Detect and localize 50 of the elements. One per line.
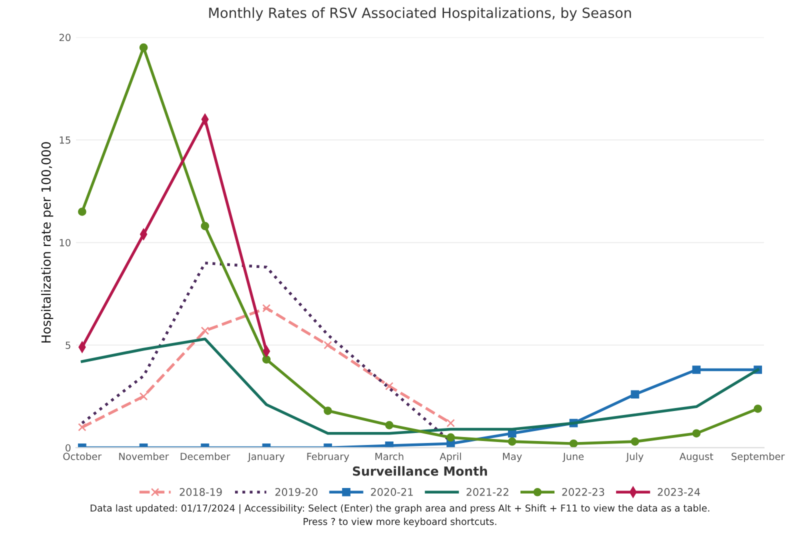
text: Press ? to view more keyboard shortcuts.	[304, 518, 496, 527]
legend-label: 2022-23	[562, 488, 604, 496]
y-tick-label: 10	[60, 238, 70, 246]
point	[324, 340, 332, 350]
x-tick-label: April	[440, 452, 461, 462]
point	[692, 429, 701, 438]
point	[78, 423, 86, 432]
y-axis-title: Hospitalization rate per 100,000	[41, 142, 54, 342]
y-tick-label: 0	[66, 444, 70, 452]
point	[200, 326, 210, 335]
point	[385, 382, 394, 390]
legend-label: 2020-21	[370, 488, 413, 496]
legend-label: 2023-24	[658, 488, 700, 496]
y-tick-label: 15	[60, 136, 70, 144]
x-tick-label: March	[375, 452, 404, 460]
x-tick-label: February	[307, 452, 350, 462]
y-tick-label: 5	[66, 342, 70, 349]
point	[446, 418, 455, 428]
x-tick-label: October	[63, 452, 102, 460]
chart-title: Monthly Rates of RSV Associated Hospitalizations, by Season	[209, 7, 631, 21]
point	[569, 439, 578, 448]
point	[630, 437, 640, 446]
x-tick-label: May	[503, 452, 522, 462]
x-tick-label: August	[679, 452, 714, 462]
legend-label: 2021-22	[466, 488, 508, 496]
point	[324, 406, 332, 415]
legend-label: 2019-20	[275, 488, 318, 496]
point	[78, 208, 86, 216]
point	[385, 442, 394, 448]
point	[262, 355, 271, 364]
text: Data last updated: 01/17/2024 | Accessibility: Select (Enter) the graph area and press Alt + Shift + F11 to view the data as a table.	[90, 504, 710, 514]
x-tick-label: December	[180, 452, 230, 460]
x-tick-label: July	[626, 452, 644, 462]
point	[508, 437, 516, 446]
point	[446, 433, 455, 442]
point	[692, 366, 701, 374]
point	[139, 43, 148, 52]
legend-label: 2018-19	[180, 488, 222, 496]
x-tick-label: September	[732, 452, 785, 462]
point	[385, 420, 394, 430]
y-tick-label: 20	[59, 34, 70, 42]
point	[200, 222, 210, 230]
x-tick-label: January	[247, 452, 285, 462]
x-axis-title: Surveillance Month	[352, 466, 487, 476]
point	[630, 390, 640, 399]
x-tick-label: June	[562, 452, 584, 462]
point	[139, 392, 148, 401]
point	[262, 304, 271, 312]
x-tick-label: November	[119, 452, 169, 460]
point	[754, 404, 762, 413]
